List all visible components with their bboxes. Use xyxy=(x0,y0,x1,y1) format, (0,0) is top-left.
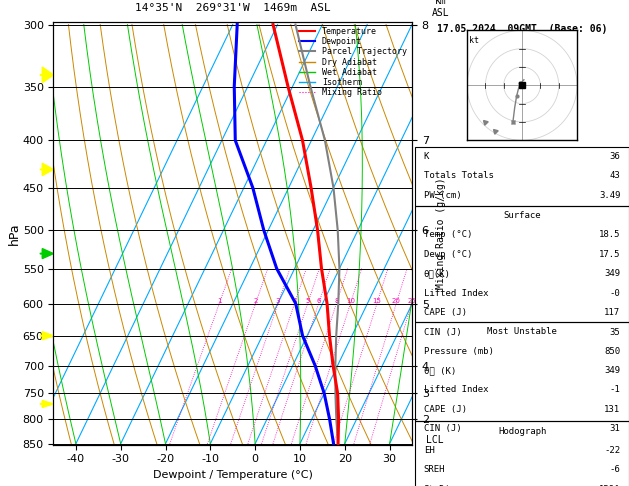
Bar xyxy=(415,322,629,421)
Text: Surface: Surface xyxy=(503,211,541,220)
Text: 131: 131 xyxy=(604,405,620,414)
Text: 15: 15 xyxy=(372,297,381,304)
Text: 8: 8 xyxy=(334,297,338,304)
Text: θᴇ(K): θᴇ(K) xyxy=(424,269,450,278)
Text: Mixing Ratio (g/kg): Mixing Ratio (g/kg) xyxy=(436,177,446,289)
Text: Hodograph: Hodograph xyxy=(498,427,546,435)
Text: 17.5: 17.5 xyxy=(599,250,620,259)
Text: CAPE (J): CAPE (J) xyxy=(424,405,467,414)
Text: StmDir: StmDir xyxy=(424,485,456,486)
Text: Lifted Index: Lifted Index xyxy=(424,385,488,395)
Legend: Temperature, Dewpoint, Parcel Trajectory, Dry Adiabat, Wet Adiabat, Isotherm, Mi: Temperature, Dewpoint, Parcel Trajectory… xyxy=(298,26,408,98)
Text: 25: 25 xyxy=(407,297,416,304)
Text: Most Unstable: Most Unstable xyxy=(487,327,557,336)
Text: K: K xyxy=(424,152,429,161)
Text: 17.05.2024  09GMT  (Base: 06): 17.05.2024 09GMT (Base: 06) xyxy=(437,24,607,34)
Text: CIN (J): CIN (J) xyxy=(424,424,461,434)
Polygon shape xyxy=(42,67,53,83)
Bar xyxy=(415,147,629,206)
Text: 35: 35 xyxy=(610,328,620,337)
Text: -0: -0 xyxy=(610,289,620,297)
Text: CIN (J): CIN (J) xyxy=(424,328,461,337)
Text: Dewp (°C): Dewp (°C) xyxy=(424,250,472,259)
Text: 43: 43 xyxy=(610,171,620,180)
Text: 10: 10 xyxy=(346,297,355,304)
Text: PW (cm): PW (cm) xyxy=(424,191,461,200)
Text: 5: 5 xyxy=(306,297,310,304)
Text: 349: 349 xyxy=(604,269,620,278)
Polygon shape xyxy=(42,331,53,340)
Bar xyxy=(415,206,629,322)
X-axis label: Dewpoint / Temperature (°C): Dewpoint / Temperature (°C) xyxy=(153,470,313,480)
Text: θᴇ (K): θᴇ (K) xyxy=(424,366,456,375)
Text: 3: 3 xyxy=(276,297,281,304)
Polygon shape xyxy=(42,248,53,259)
Text: EH: EH xyxy=(424,446,435,455)
Text: 4: 4 xyxy=(292,297,297,304)
Text: -22: -22 xyxy=(604,446,620,455)
Text: 1: 1 xyxy=(217,297,221,304)
Text: Totals Totals: Totals Totals xyxy=(424,171,494,180)
Y-axis label: hPa: hPa xyxy=(8,222,21,244)
Text: 3.49: 3.49 xyxy=(599,191,620,200)
Text: km
ASL: km ASL xyxy=(432,0,450,17)
Text: -6: -6 xyxy=(610,466,620,474)
Bar xyxy=(415,421,629,486)
Text: SREH: SREH xyxy=(424,466,445,474)
Text: 14°35'N  269°31'W  1469m  ASL: 14°35'N 269°31'W 1469m ASL xyxy=(135,3,331,14)
Text: 850: 850 xyxy=(604,347,620,356)
Text: -1: -1 xyxy=(610,385,620,395)
Text: 18.5: 18.5 xyxy=(599,230,620,239)
Text: Temp (°C): Temp (°C) xyxy=(424,230,472,239)
Text: 31: 31 xyxy=(610,424,620,434)
Polygon shape xyxy=(42,163,53,175)
Text: 349: 349 xyxy=(604,366,620,375)
Text: 20: 20 xyxy=(392,297,401,304)
Text: 36: 36 xyxy=(610,152,620,161)
Text: Lifted Index: Lifted Index xyxy=(424,289,488,297)
Text: 117: 117 xyxy=(604,308,620,317)
Text: CAPE (J): CAPE (J) xyxy=(424,308,467,317)
Polygon shape xyxy=(42,400,53,407)
Text: 159°: 159° xyxy=(599,485,620,486)
Text: LCL: LCL xyxy=(426,434,444,445)
Text: 6: 6 xyxy=(316,297,321,304)
Text: Pressure (mb): Pressure (mb) xyxy=(424,347,494,356)
Text: 2: 2 xyxy=(253,297,258,304)
